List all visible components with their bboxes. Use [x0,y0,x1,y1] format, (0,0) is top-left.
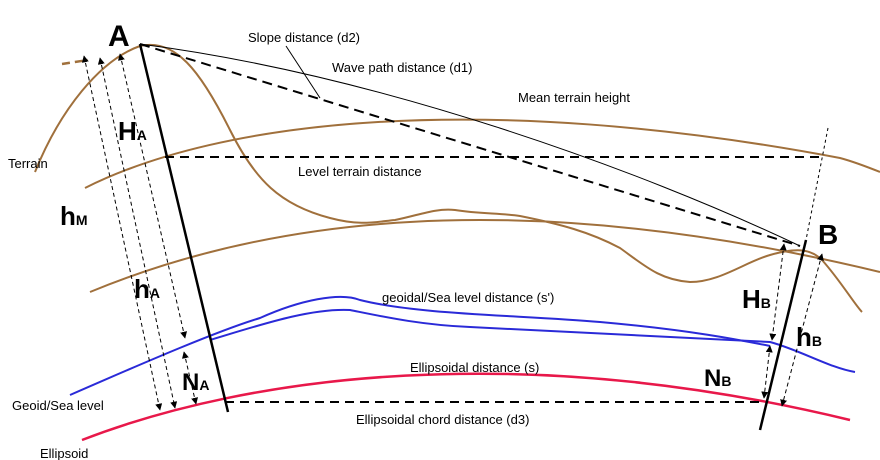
geoid-label: Geoid/Sea level [12,398,104,413]
lower-terrain-curve [89,218,880,293]
ha-big-symbol: HA [118,116,147,146]
wave-path-label: Wave path distance (d1) [332,60,472,75]
hm-arrow [81,55,163,411]
chord-distance-label: Ellipsoidal chord distance (d3) [356,412,529,427]
slope-distance-line [139,43,801,247]
vertical-b-dashed-extension [805,127,829,241]
point-b-label: B [818,219,838,250]
slope-distance-label: Slope distance (d2) [248,30,360,45]
wave-path-line [139,43,801,247]
terrain-profile [34,43,863,313]
hb-small-arrow [780,253,824,407]
hb-big-arrow [769,243,787,341]
terrain-dash [61,58,89,66]
slope-leader-line [285,45,321,99]
geoid-curve-upper [69,295,771,396]
ellipsoid-curve [81,372,851,442]
point-a-label: A [108,20,130,53]
mean-terrain-label: Mean terrain height [518,90,630,105]
hb-small-symbol: hB [796,322,822,352]
geoidal-distance-label: geoidal/Sea level distance (s') [382,290,554,305]
ellipsoid-label: Ellipsoid [40,446,88,460]
nb-symbol: NB [704,365,731,392]
na-symbol: NA [182,369,209,396]
level-terrain-label: Level terrain distance [298,164,422,179]
terrain-label: Terrain [8,156,48,171]
vertical-a [138,43,230,413]
geoid-curve-lower [209,308,856,373]
ha-small-arrow [97,57,178,409]
mean-terrain-curve [84,118,880,189]
ellipsoidal-distance-label: Ellipsoidal distance (s) [410,360,539,375]
nb-arrow [761,345,773,399]
na-arrow [182,351,198,405]
hm-symbol: hM [60,201,88,231]
hb-big-symbol: HB [742,284,771,314]
ha-small-symbol: hA [134,274,160,304]
